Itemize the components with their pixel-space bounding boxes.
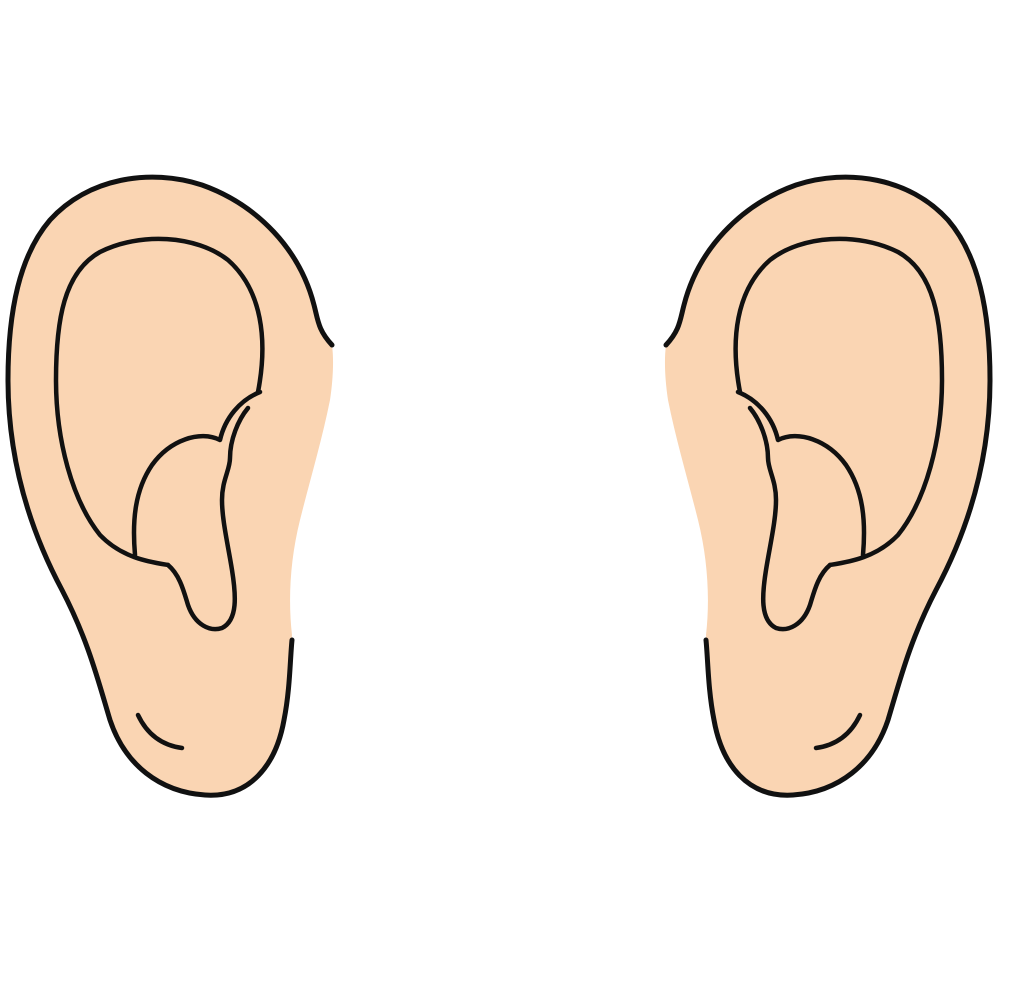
right-ear-skin: [664, 177, 990, 796]
left-ear-lobe-crease: [135, 712, 185, 751]
right-ear-icon: [663, 174, 993, 798]
left-ear-icon: [5, 174, 335, 798]
left-ear-concha: [131, 389, 263, 558]
right-ear-concha: [735, 389, 867, 558]
left-ear-helix-fold: [53, 236, 265, 568]
left-ear-tragus: [165, 405, 251, 632]
right-ear-helix-fold: [733, 236, 945, 568]
left-ear-outer-rim: [5, 174, 335, 798]
left-ear-skin: [8, 177, 334, 796]
right-ear-tragus: [747, 405, 833, 632]
right-ear-outer-rim: [663, 174, 993, 798]
right-ear-lobe-crease: [813, 712, 863, 751]
